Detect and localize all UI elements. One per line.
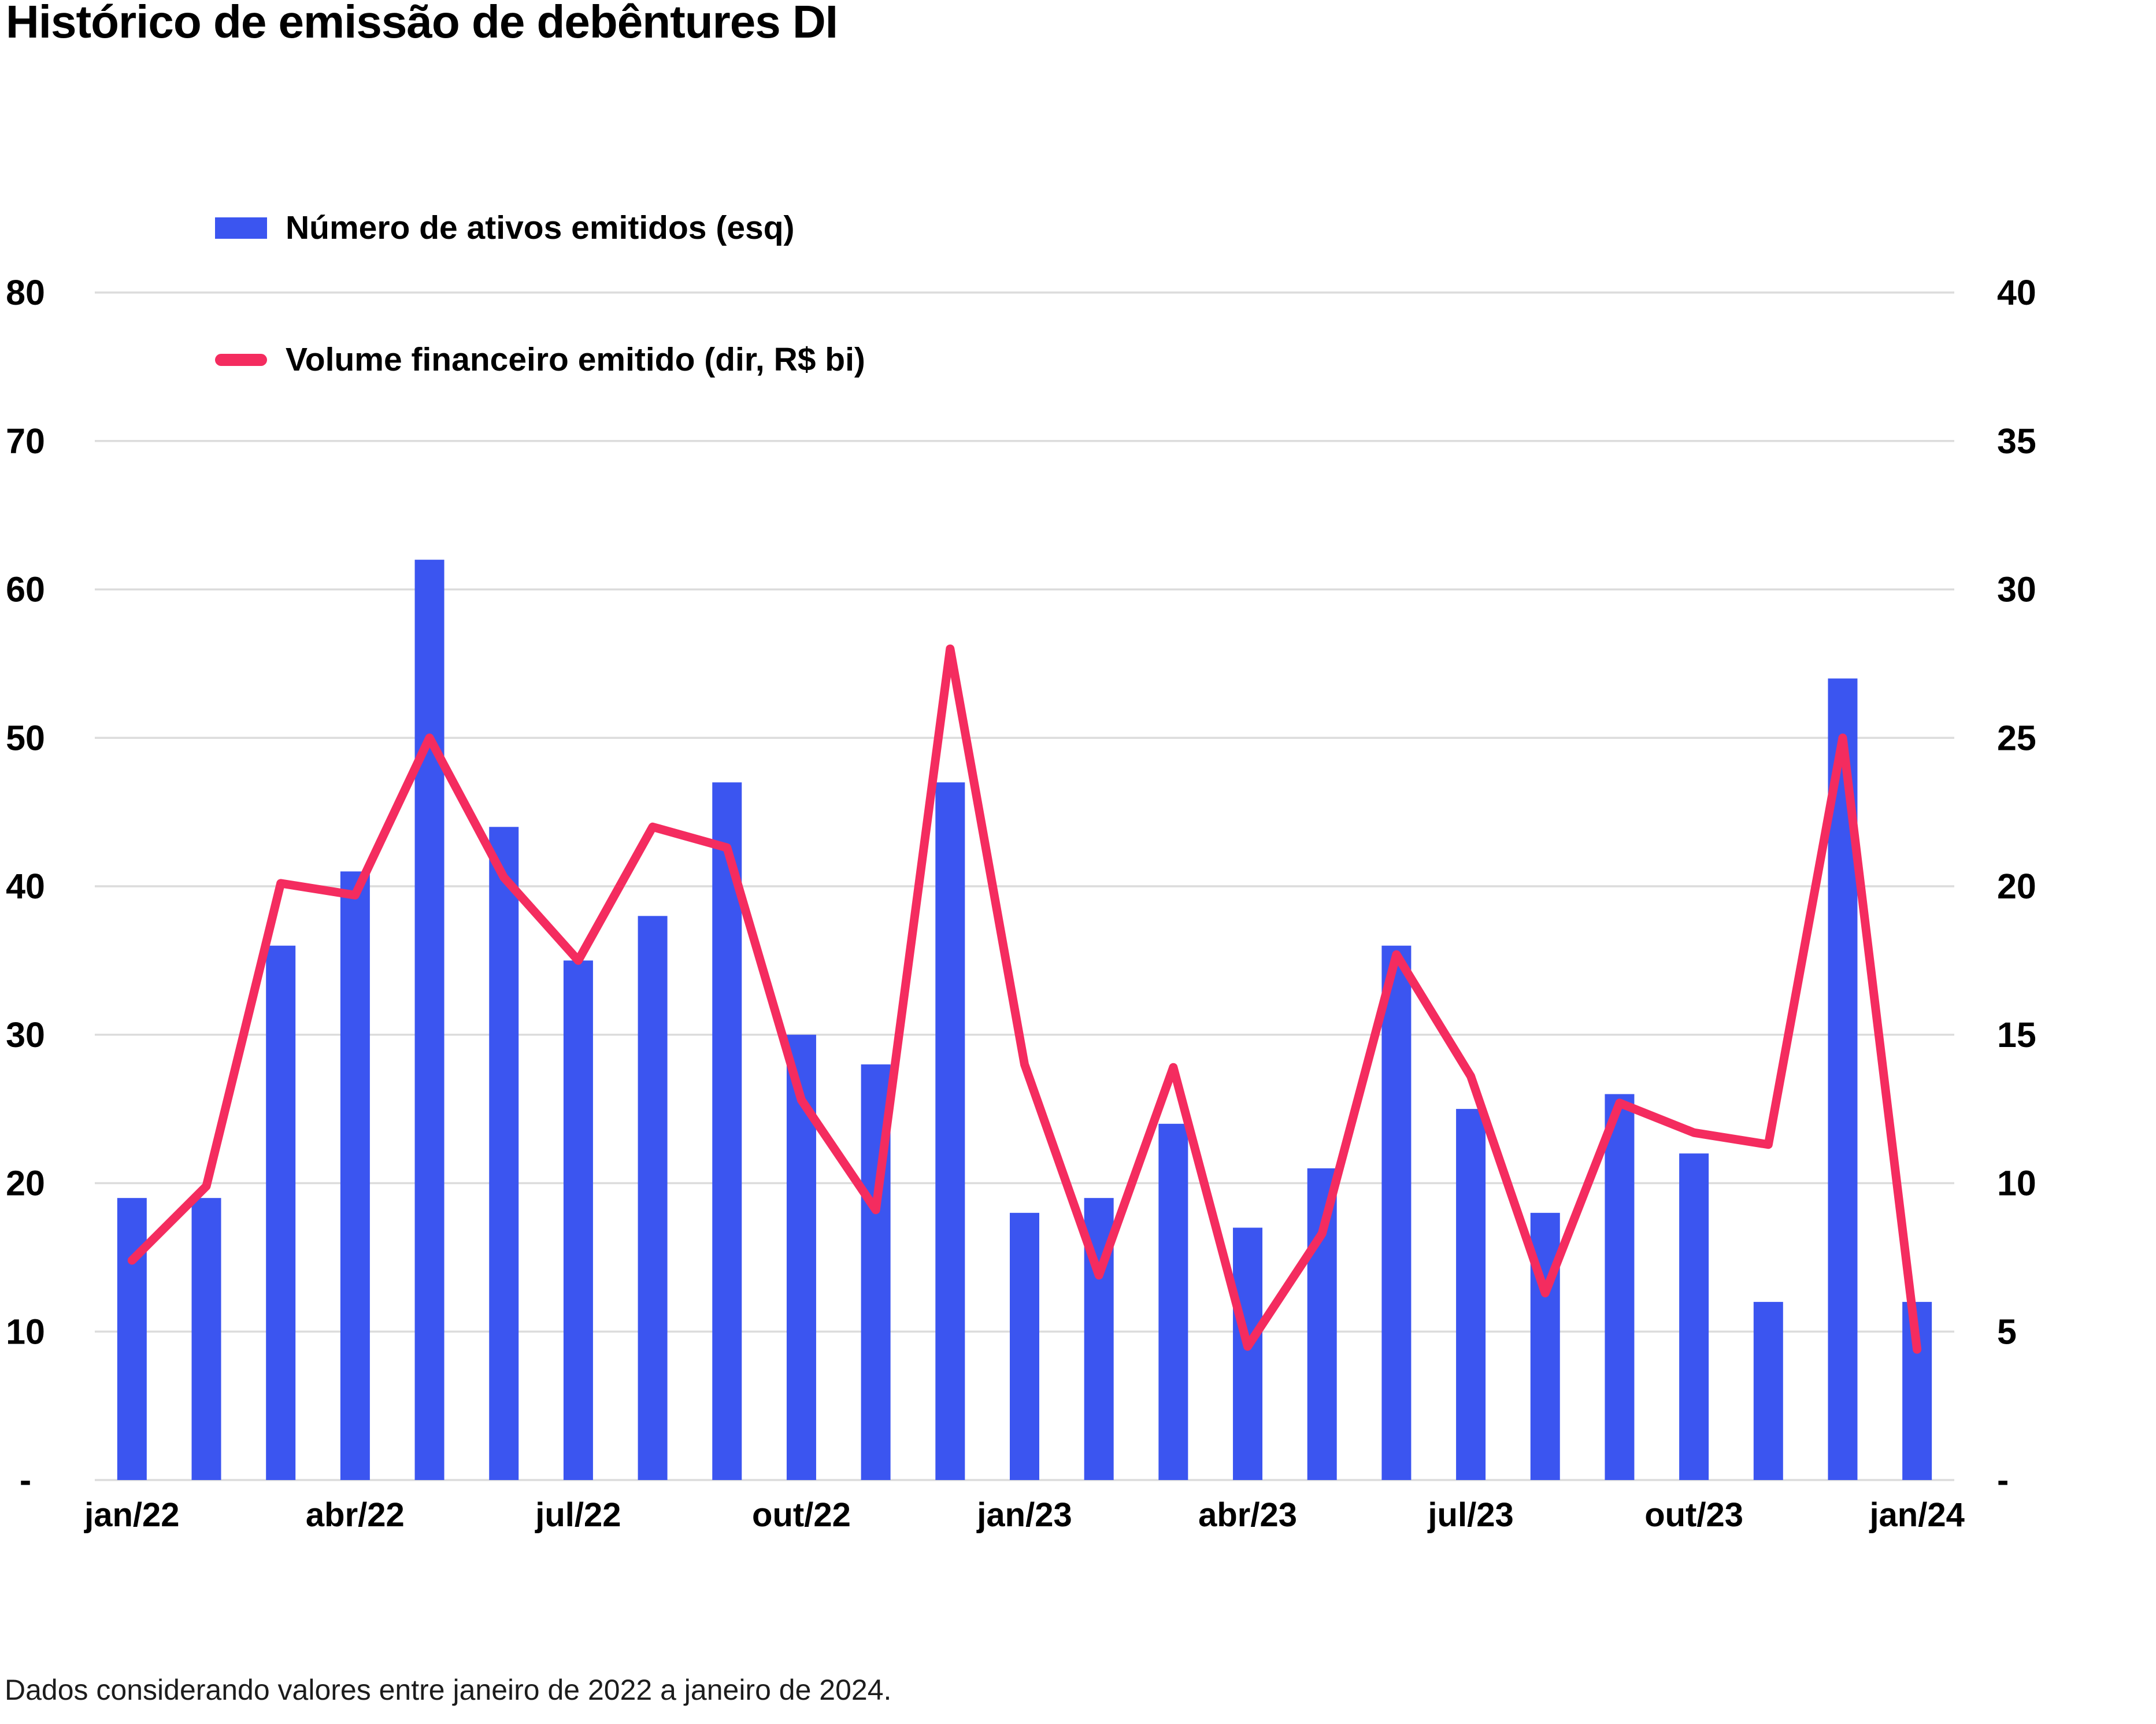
x-axis-label-abr/23: abr/23 (1198, 1496, 1297, 1534)
bar-jul/22 (563, 960, 593, 1480)
right-axis-tick: 30 (1997, 570, 2036, 609)
right-axis-tick: - (1997, 1460, 2009, 1500)
right-axis-tick: 40 (1997, 273, 2036, 312)
x-axis-label-abr/22: abr/22 (306, 1496, 405, 1534)
line-series-swatch-icon (215, 353, 267, 366)
legend-bars-label: Número de ativos emitidos (esq) (286, 209, 795, 246)
left-axis-tick: 20 (6, 1164, 45, 1203)
bar-jul/23 (1456, 1109, 1486, 1480)
x-axis-label-jan/23: jan/23 (976, 1496, 1072, 1534)
bar-nov/23 (1753, 1301, 1783, 1480)
bar-out/23 (1679, 1153, 1709, 1480)
volume-line-series (127, 644, 1922, 1354)
bar-ago/22 (638, 916, 668, 1480)
bar-mar/22 (266, 945, 296, 1480)
left-axis-tick: 50 (6, 718, 45, 757)
legend-item-bars: Número de ativos emitidos (esq) (215, 209, 795, 246)
footnote: Dados considerando valores entre janeiro… (5, 1674, 892, 1706)
bar-set/23 (1605, 1094, 1635, 1480)
volume-line (127, 644, 1922, 1354)
x-axis-label-out/22: out/22 (752, 1496, 851, 1534)
legend-line-label: Volume financeiro emitido (dir, R$ bi) (286, 341, 865, 378)
right-axis-tick: 25 (1997, 718, 2036, 757)
bars-series (117, 560, 1932, 1480)
legend-item-line: Volume financeiro emitido (dir, R$ bi) (215, 341, 865, 378)
bar-mai/22 (414, 560, 444, 1480)
x-axis-label-jul/22: jul/22 (535, 1496, 621, 1534)
left-axis-tick: 40 (6, 867, 45, 906)
right-axis-tick: 20 (1997, 867, 2036, 906)
right-axis-tick: 10 (1997, 1164, 2036, 1203)
page-title: Histórico de emissão de debêntures DI (6, 0, 838, 47)
bar-dez/22 (935, 782, 965, 1480)
bar-series-swatch-icon (215, 217, 267, 239)
bar-abr/22 (340, 871, 370, 1480)
left-axis-tick: 60 (6, 570, 45, 609)
bar-fev/22 (191, 1198, 221, 1480)
gridlines (95, 291, 1954, 1481)
x-axis-label-out/23: out/23 (1644, 1496, 1743, 1534)
left-axis-tick: 10 (6, 1312, 45, 1351)
x-axis-label-jan/22: jan/22 (84, 1496, 179, 1534)
bar-jun/23 (1381, 945, 1412, 1480)
right-axis-ticks: - 5 10 15 20 25 30 35 40 (1997, 273, 2036, 1500)
bar-set/22 (712, 782, 742, 1480)
right-axis-tick: 35 (1997, 421, 2036, 461)
right-axis-tick: 5 (1997, 1312, 2017, 1351)
right-axis-tick: 15 (1997, 1015, 2036, 1055)
left-axis-tick: 80 (6, 273, 45, 312)
left-axis-tick: 30 (6, 1015, 45, 1055)
left-axis-tick: - (20, 1460, 31, 1500)
left-axis-tick: 70 (6, 421, 45, 461)
x-axis-label-jul/23: jul/23 (1427, 1496, 1513, 1534)
x-axis-label-jan/24: jan/24 (1869, 1496, 1964, 1534)
x-axis-labels: jan/22 abr/22 jul/22 out/22 jan/23 abr/23 jul/… (84, 1496, 1965, 1534)
bar-mar/23 (1158, 1123, 1188, 1480)
bar-jan/23 (1010, 1212, 1039, 1480)
bar-jan/22 (117, 1198, 147, 1480)
left-axis-ticks: - 10 20 30 40 50 60 70 80 (6, 273, 45, 1500)
bar-mai/23 (1307, 1168, 1337, 1480)
bar-abr/23 (1233, 1227, 1263, 1480)
bar-jun/22 (489, 827, 519, 1480)
